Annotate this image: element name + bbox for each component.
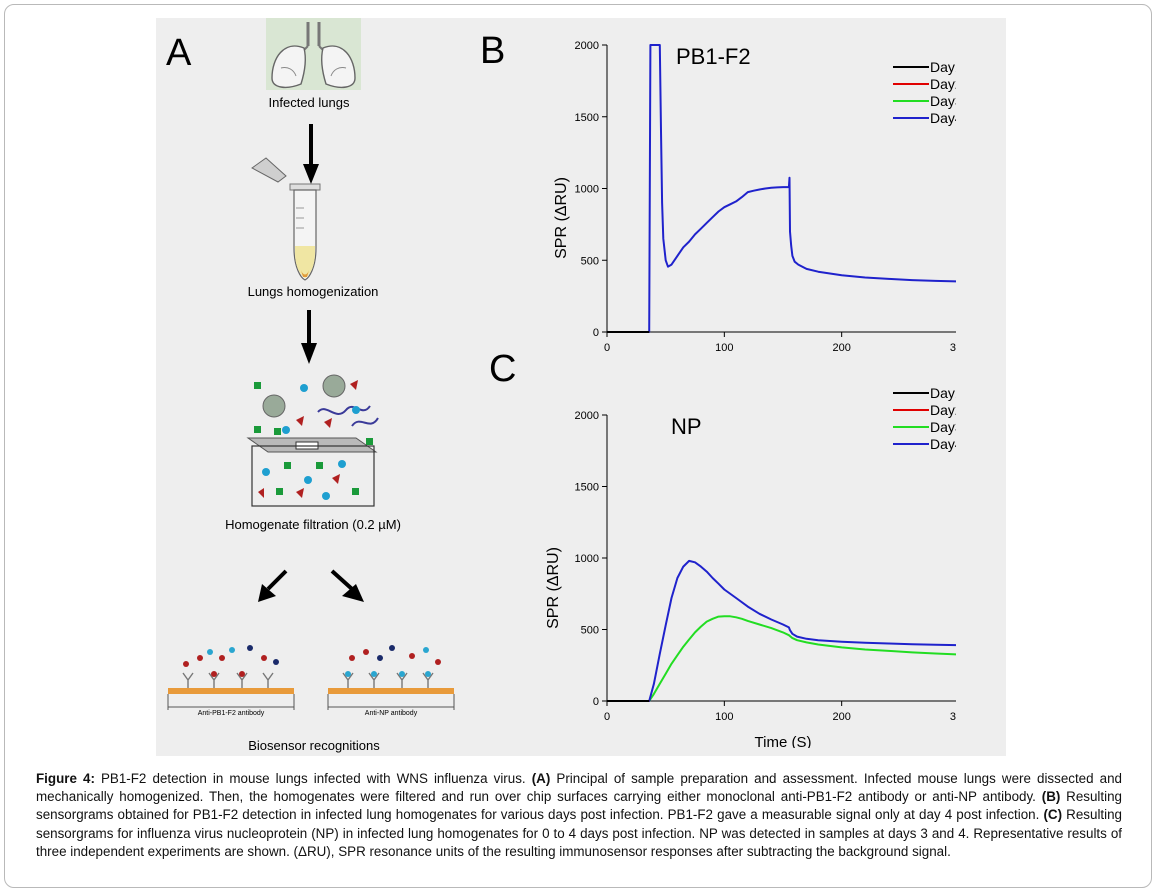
chart-c-ylabel: SPR (ΔRU) [545, 547, 562, 629]
chart-b-legend-label-day4: Day4 [930, 110, 956, 126]
chart-pb1-f2: SPR (ΔRU) PB1-F2 0 100 200 300 0 500 1000 1500 2… [553, 40, 956, 354]
caption-b-text: Resulting sensorgrams obtained for PB1-F… [36, 789, 1123, 823]
chart-b-x-tick-label: 300 [950, 342, 956, 354]
chart-b-series-day4 [607, 44, 956, 333]
caption-a-label: (A) [531, 771, 551, 786]
caption-b-label: (B) [1041, 789, 1061, 805]
chart-c-title: NP [671, 414, 702, 439]
chart-b-legend-label-day3: Day3 [930, 93, 956, 109]
chart-c-legend-label-day2: Day2 [930, 402, 956, 418]
chip-anti-np [327, 645, 455, 710]
chart-c-xlabel: Time (S) [755, 734, 812, 748]
chart-b-x-tick-label: 0 [604, 342, 610, 354]
caption-intro: PB1-F2 detection in mouse lungs infected… [94, 771, 532, 786]
chart-np: SPR (ΔRU) NP Time (S) 0 100 200 300 0 500 1000… [545, 388, 956, 748]
chart-b-y-tick-label: 500 [581, 255, 599, 267]
panel-b-letter: B [480, 30, 506, 72]
chip-anti-pb1-f2 [167, 645, 295, 710]
figure-caption: Figure 4: PB1-F2 detection in mouse lung… [36, 770, 1122, 861]
chart-b-y-tick-label: 2000 [575, 40, 599, 52]
chart-c-series-day3 [607, 615, 956, 702]
caption-figure-label: Figure 4: [36, 771, 95, 786]
chart-c-y-tick-label: 500 [581, 625, 599, 637]
caption-c-text: Resulting sensorgrams for influenza viru… [36, 807, 1123, 859]
chart-c-legend-label-day1: Day1 [930, 388, 956, 401]
caption-c-label: (C) [1043, 807, 1063, 823]
page-frame [4, 4, 1152, 888]
chart-b-legend-label-day1: Day1 [930, 59, 956, 75]
panel-a-letter: A [166, 32, 192, 74]
chart-c-x-tick-label: 200 [832, 711, 850, 723]
tube-picture [251, 157, 321, 281]
chart-b-y-tick-label: 1000 [575, 184, 599, 196]
chart-b-legend-label-day2: Day2 [930, 76, 956, 92]
step-label-filtration: Homogenate filtration (0.2 µM) [225, 517, 401, 532]
caption-a-text: Principal of sample preparation and asse… [36, 771, 1122, 805]
chart-c-x-tick-label: 0 [604, 711, 610, 723]
chart-c-series-day4 [607, 559, 956, 702]
chart-b-ylabel: SPR (ΔRU) [553, 177, 570, 259]
chart-b-x-tick-label: 100 [715, 342, 733, 354]
lungs-picture [266, 18, 361, 90]
chart-b-y-tick-label: 0 [593, 327, 599, 339]
panel-a-illustration [167, 18, 455, 710]
panel-c-letter: C [489, 348, 517, 390]
chart-c-legend-label-day4: Day4 [930, 436, 956, 452]
chart-c-y-tick-label: 2000 [575, 410, 599, 422]
figure-4: A [156, 18, 1006, 756]
chart-c-y-tick-label: 1500 [575, 482, 599, 494]
filtration-picture [246, 374, 379, 507]
chart-c-x-tick-label: 100 [715, 711, 733, 723]
chart-c-y-tick-label: 1000 [575, 553, 599, 565]
chart-b-title: PB1-F2 [676, 44, 751, 69]
step-label-biosensor: Biosensor recognitions [248, 738, 380, 753]
chip-label-anti-pb1-f2: Anti-PB1-F2 antibody [197, 710, 265, 717]
chip-label-anti-np: Anti-NP antibody [364, 710, 418, 717]
step-label-infected-lungs: Infected lungs [268, 95, 350, 110]
chart-c-legend-label-day3: Day3 [930, 419, 956, 435]
chart-b-x-tick-label: 200 [832, 342, 850, 354]
chart-c-x-tick-label: 300 [950, 711, 956, 723]
chart-b-y-tick-label: 1500 [575, 112, 599, 124]
chart-c-y-tick-label: 0 [593, 696, 599, 708]
step-label-homogenization: Lungs homogenization [247, 284, 379, 299]
